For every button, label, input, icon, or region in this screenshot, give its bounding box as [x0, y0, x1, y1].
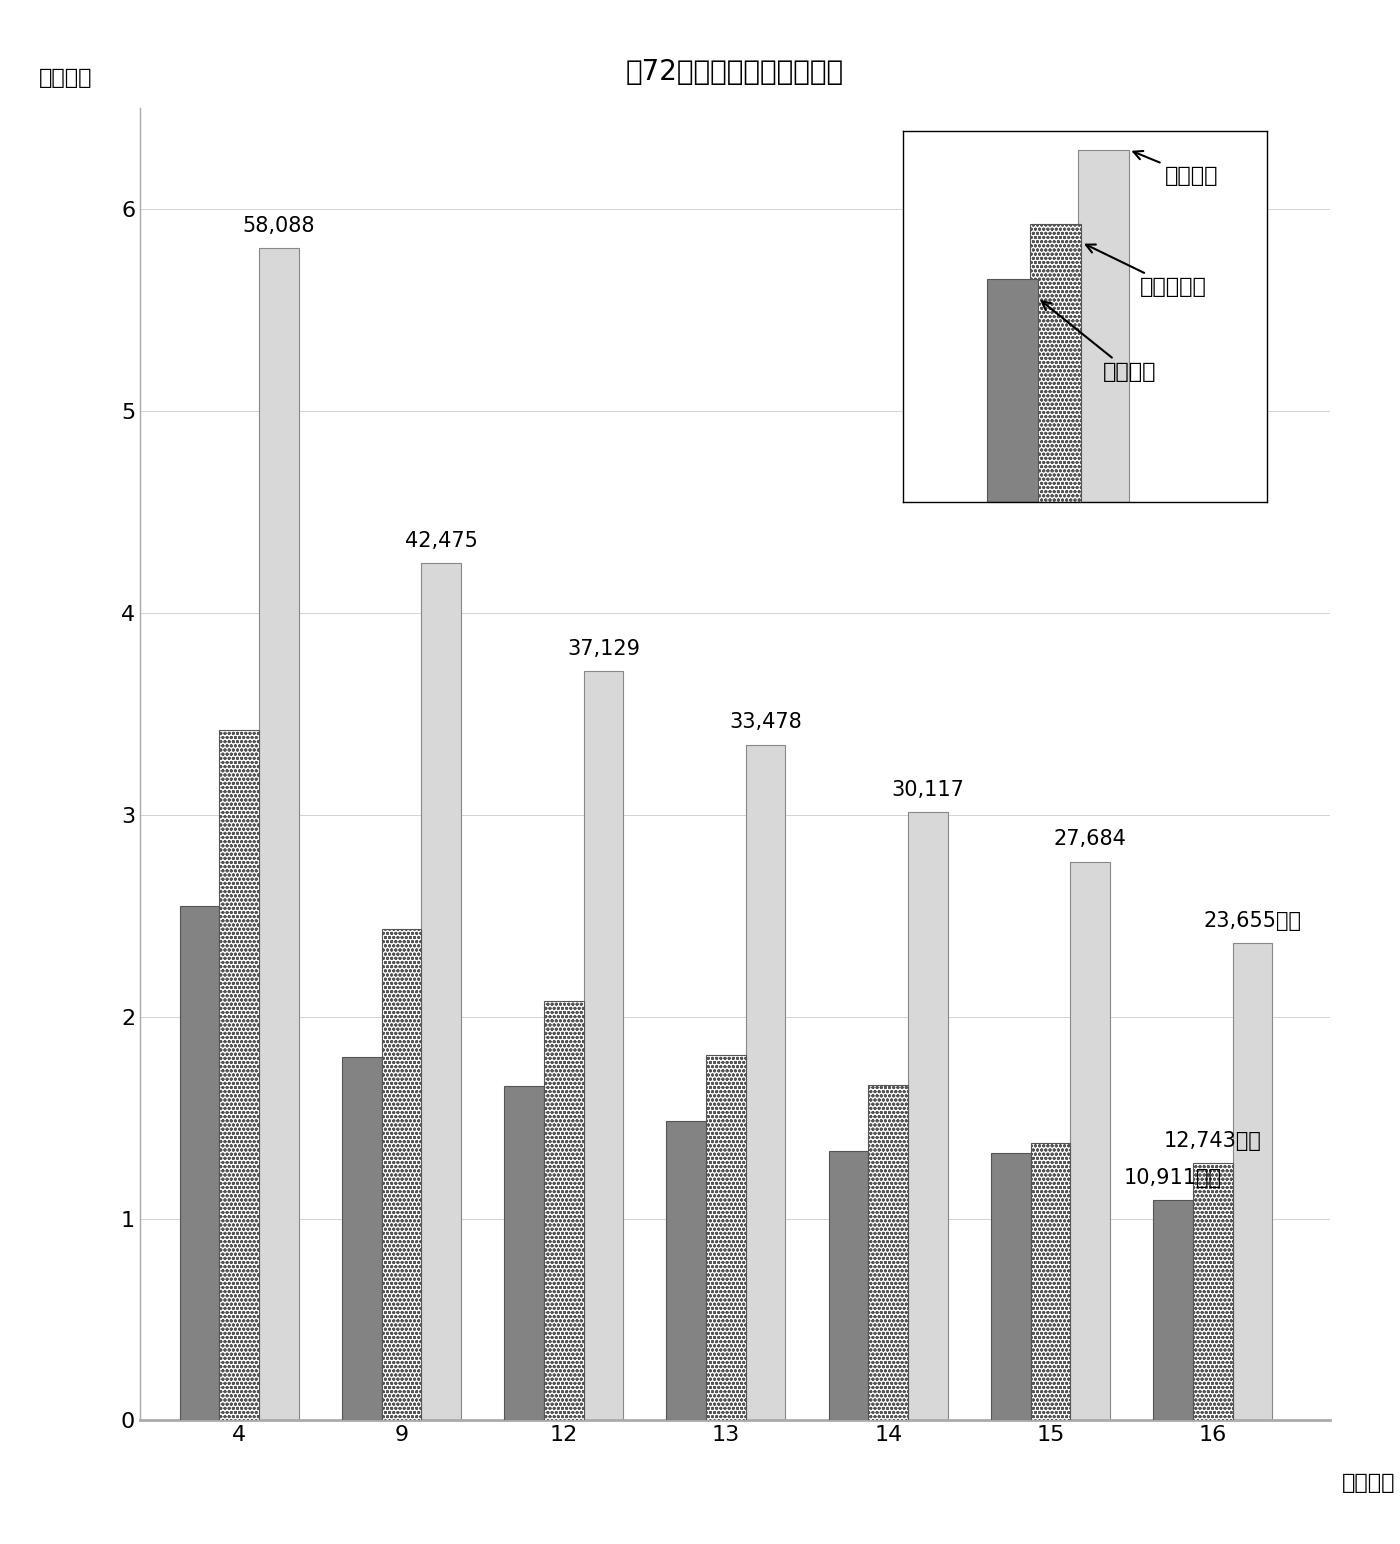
Text: 23,655億円: 23,655億円: [1204, 911, 1302, 931]
Text: 30,117: 30,117: [892, 780, 965, 800]
Bar: [504, 1085, 543, 1420]
Bar: [1030, 224, 1081, 502]
Bar: [991, 1153, 1030, 1420]
Text: （年度）: （年度）: [1341, 1473, 1396, 1493]
Text: 12,743億円: 12,743億円: [1163, 1132, 1261, 1152]
Bar: [1071, 862, 1110, 1420]
Bar: [220, 730, 259, 1420]
Bar: [1154, 1200, 1193, 1420]
Bar: [342, 1056, 382, 1420]
Bar: [987, 279, 1037, 502]
Text: 合　　計: 合 計: [1134, 151, 1218, 185]
Text: 都道府県: 都道府県: [1042, 301, 1156, 381]
Bar: [666, 1121, 706, 1420]
Text: （兆円）: （兆円）: [39, 68, 92, 88]
Bar: [543, 1001, 584, 1420]
Bar: [868, 1085, 909, 1420]
Bar: [909, 812, 948, 1420]
Bar: [382, 929, 421, 1420]
Text: 市　町　村: 市 町 村: [1086, 244, 1207, 296]
Bar: [1232, 943, 1273, 1420]
Text: 10,911億円: 10,911億円: [1124, 1169, 1222, 1187]
Bar: [829, 1150, 868, 1420]
Text: 37,129: 37,129: [567, 639, 640, 659]
Bar: [1193, 1163, 1232, 1420]
Bar: [421, 564, 461, 1420]
Text: 42,475: 42,475: [405, 531, 477, 551]
Text: 27,684: 27,684: [1054, 829, 1127, 849]
Bar: [706, 1055, 746, 1420]
Bar: [259, 247, 298, 1420]
Bar: [1030, 1144, 1071, 1420]
Text: 58,088: 58,088: [242, 216, 315, 236]
Text: 33,478: 33,478: [729, 712, 802, 732]
Bar: [746, 744, 785, 1420]
Bar: [584, 670, 623, 1420]
Title: 第72図　用地取得費の推移: 第72図 用地取得費の推移: [626, 59, 844, 86]
Bar: [1078, 150, 1128, 502]
Bar: [179, 906, 220, 1420]
